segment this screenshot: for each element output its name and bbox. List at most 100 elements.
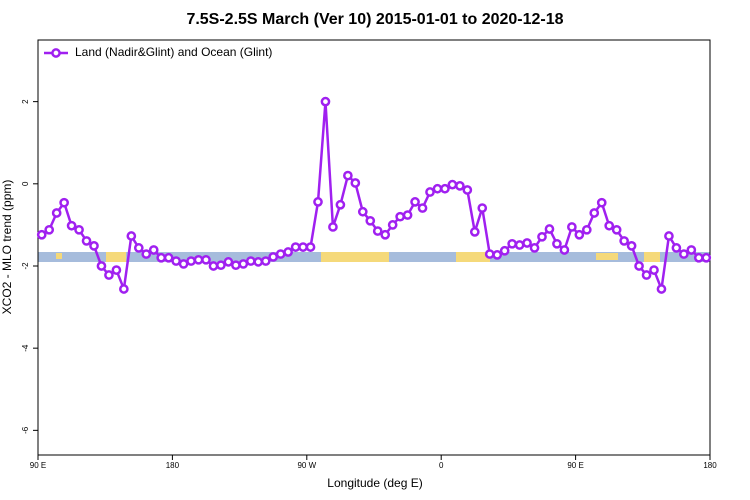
data-point [634,261,644,271]
data-point [216,260,226,271]
data-point [604,220,615,231]
data-point [148,245,159,255]
data-point [163,252,174,263]
data-point [89,241,99,251]
data-point [231,260,241,271]
data-point [440,183,450,194]
data-point [335,199,346,210]
data-point [552,238,562,249]
data-point [544,224,555,234]
data-point [313,197,323,207]
data-point [36,229,47,240]
data-point [96,261,107,271]
data-point [559,245,570,255]
data-point [223,257,234,267]
data-point [529,243,540,253]
data-point [425,187,435,197]
y-tick-label: -4 [21,344,30,352]
data-point [260,256,271,266]
map-strip [38,252,710,262]
data-point [514,240,525,250]
data-point [432,183,443,194]
data-point [455,181,465,191]
data-point [581,224,592,235]
data-point [626,241,637,251]
data-point [387,220,398,230]
data-point [156,252,167,263]
data-point [693,252,704,263]
data-point [193,254,204,265]
data-point [178,259,189,269]
data-point [477,203,488,213]
data-point [567,222,577,232]
y-axis-label: XCO2 - MLO trend (ppm) [0,180,14,315]
y-tick-label: -6 [21,426,30,434]
data-point [290,242,301,252]
data-point [305,242,316,252]
data-point [357,206,368,217]
data-point [402,210,413,220]
data-point [462,185,473,195]
data-point [372,226,383,236]
data-point [44,224,55,235]
data-point [671,243,682,253]
x-tick-label: 90 W [297,461,316,470]
data-point [275,249,286,259]
data-point [253,257,264,267]
data-point [649,265,659,275]
data-point [59,197,69,208]
data-point [141,249,152,259]
x-axis-label: Longitude (deg E) [327,476,422,490]
data-point [499,245,510,256]
x-tick-label: 90 E [30,461,46,470]
data-point [395,211,405,222]
data-point [343,170,353,181]
data-point [641,270,652,280]
x-tick-label: 180 [703,461,717,470]
data-point [208,261,219,271]
data-point [104,270,114,280]
data-point [417,203,428,213]
data-point [298,242,308,252]
data-point [171,256,181,266]
data-point [365,215,376,226]
data-point [74,224,84,235]
data-point [701,252,712,263]
data-point [484,249,495,259]
data-point [268,252,279,262]
y-tick-label: 2 [21,99,30,104]
data-point [469,227,480,237]
data-point [126,231,137,241]
data-point [320,96,331,107]
x-tick-label: 0 [439,461,444,470]
data-point [201,254,211,265]
legend-marker [51,48,61,58]
data-point [492,250,503,260]
data-point [656,284,667,294]
data-point [380,229,391,240]
plot-frame [37,39,711,456]
chart-title: 7.5S-2.5S March (Ver 10) 2015-01-01 to 2… [186,11,563,28]
data-point [574,229,585,240]
data-point [328,222,338,232]
data-point [537,231,547,242]
x-tick-label: 180 [166,461,180,470]
data-point [245,256,256,266]
data-point [410,197,420,207]
data-point [611,224,622,235]
data-point [447,179,458,190]
data-point [619,236,629,246]
data-point [350,178,361,188]
data-point [522,238,532,248]
data-point [119,284,129,294]
data-point [238,259,249,269]
data-point [507,238,517,249]
data-point [283,247,293,257]
y-tick-label: -2 [21,262,30,270]
y-tick-label: 0 [21,181,30,186]
x-tick-label: 90 E [567,461,583,470]
data-point [66,220,77,231]
data-point [679,249,689,259]
data-point [81,236,92,246]
